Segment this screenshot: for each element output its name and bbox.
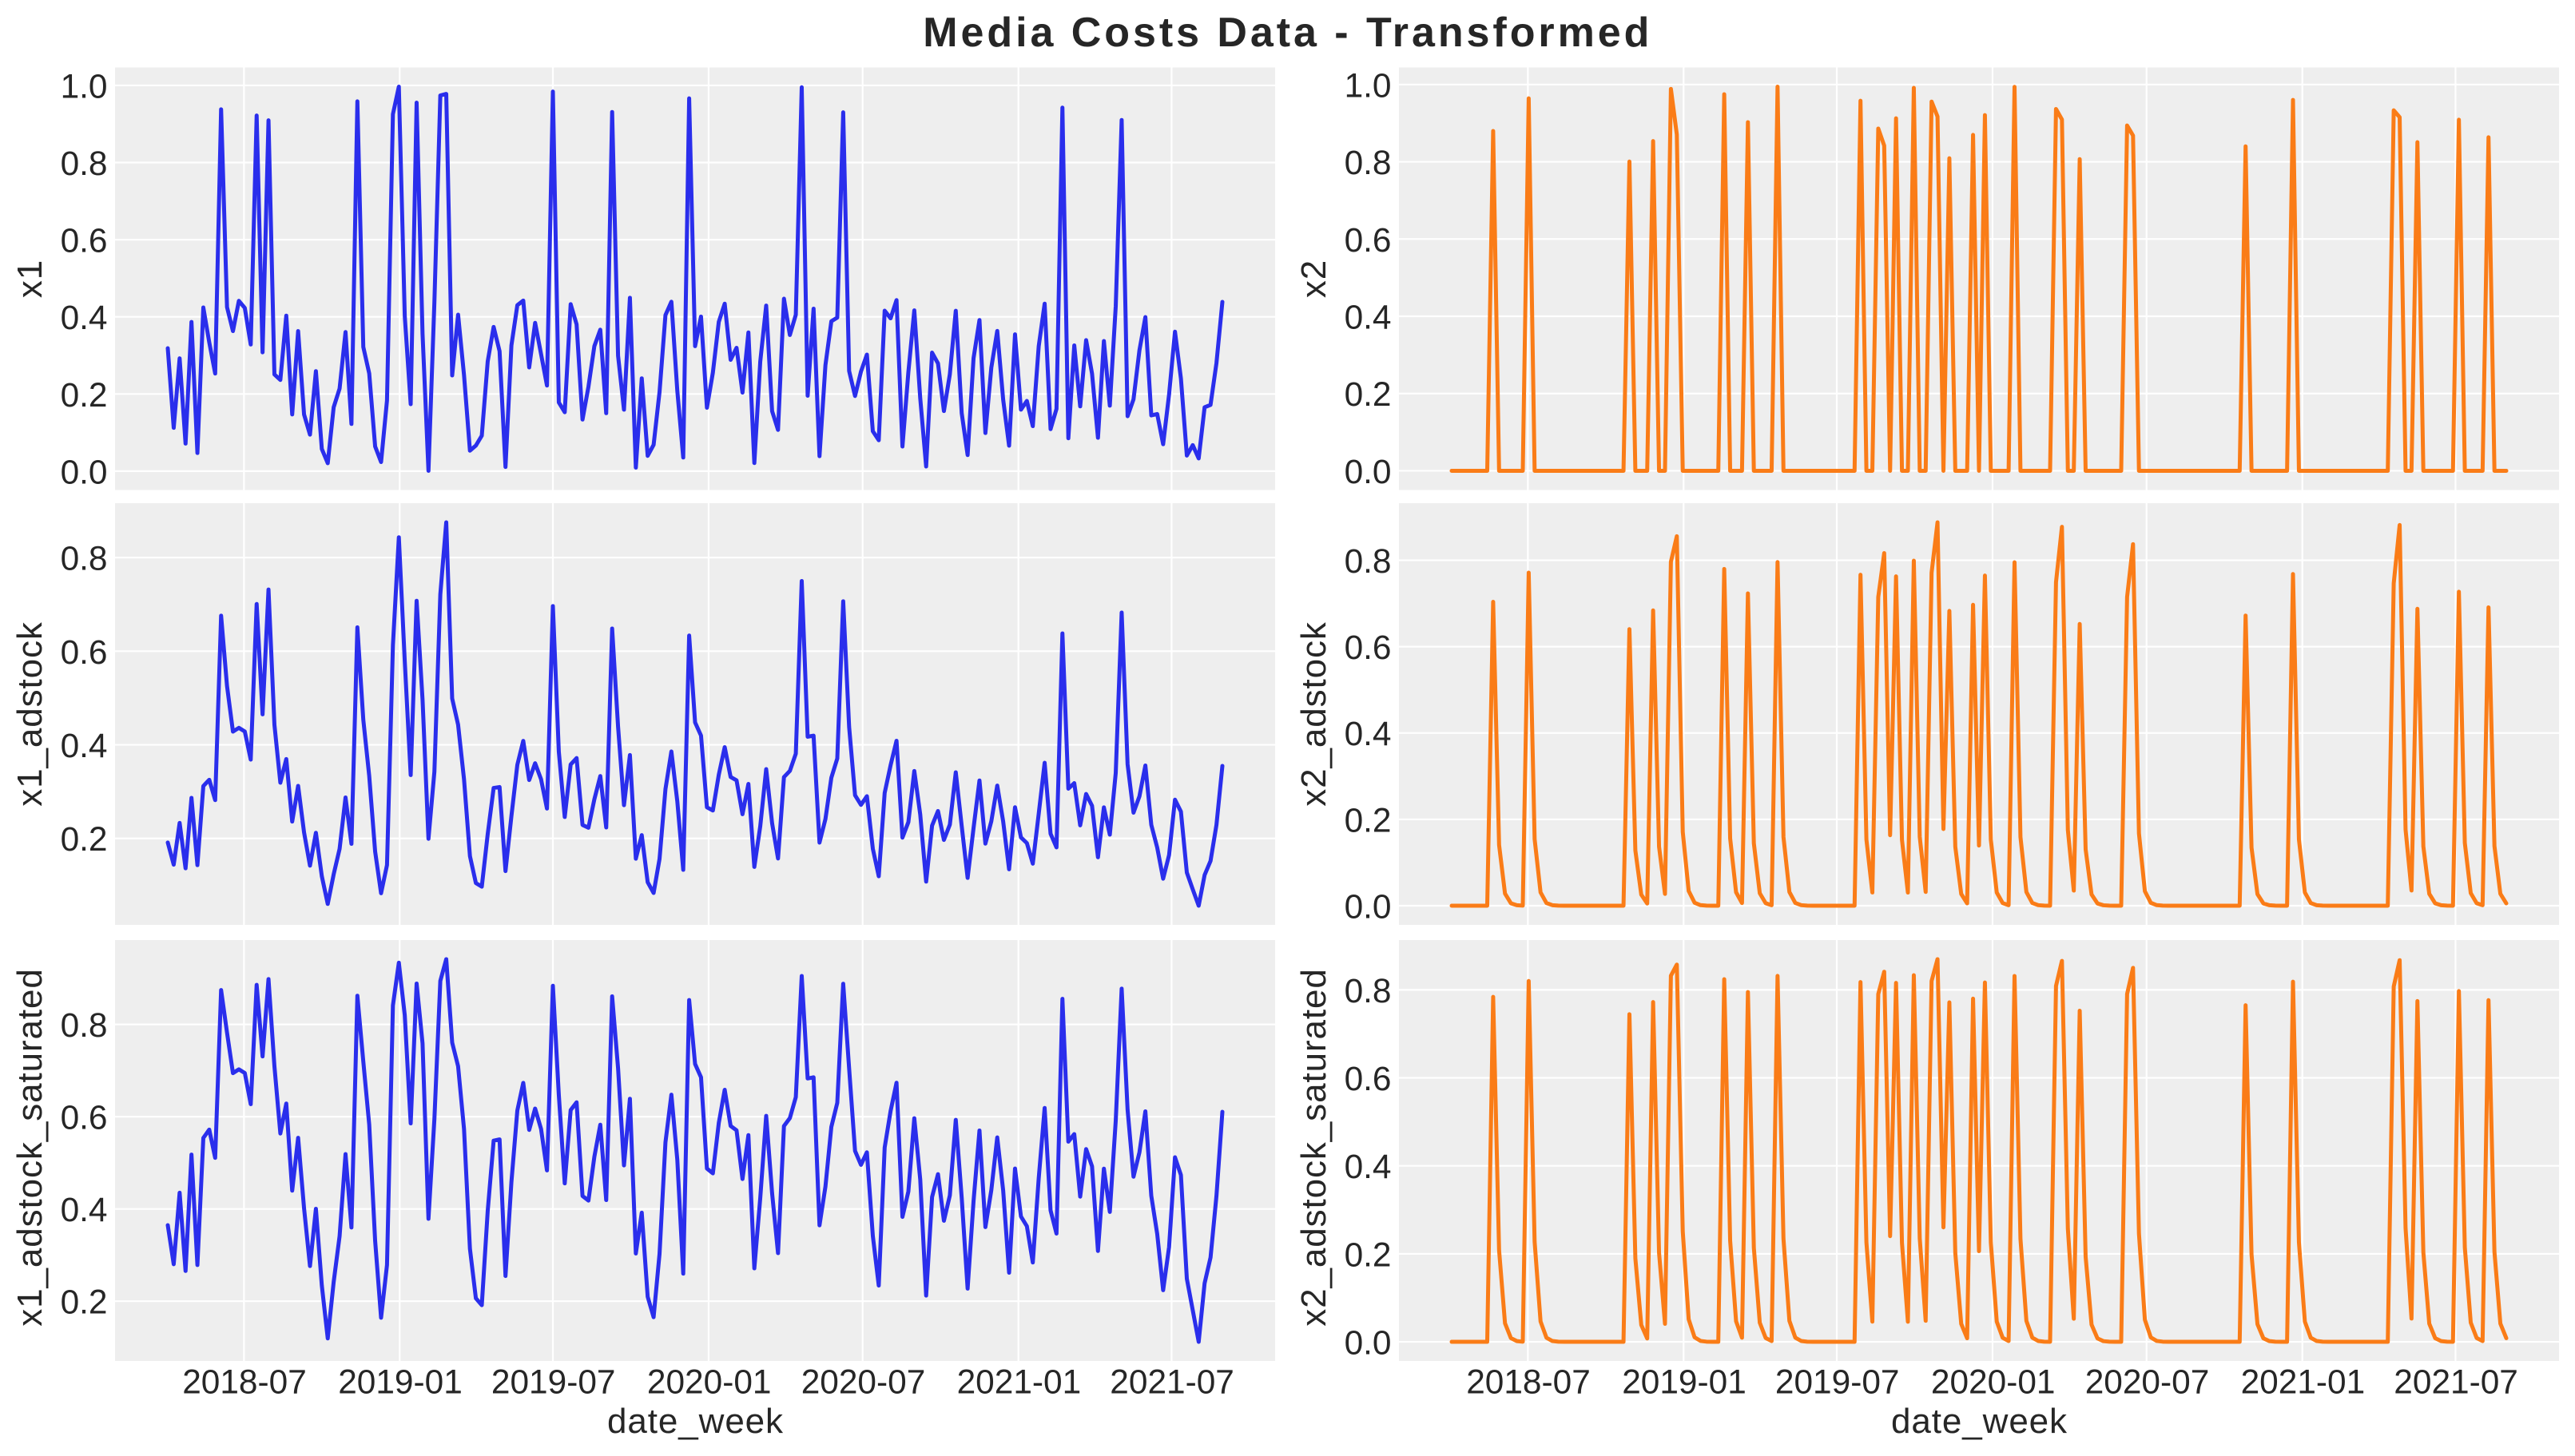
svg-text:0.2: 0.2 [61, 820, 108, 858]
svg-text:2021-01: 2021-01 [957, 1363, 1082, 1400]
svg-text:0.4: 0.4 [61, 727, 108, 764]
svg-text:2019-07: 2019-07 [1775, 1363, 1900, 1400]
svg-text:2021-07: 2021-07 [1110, 1363, 1234, 1400]
svg-text:x2_adstock_saturated: x2_adstock_saturated [1294, 968, 1333, 1327]
svg-text:Media Costs Data - Transformed: Media Costs Data - Transformed [923, 10, 1652, 56]
svg-text:0.4: 0.4 [1345, 715, 1392, 752]
svg-text:0.8: 0.8 [1345, 144, 1392, 181]
svg-text:0.6: 0.6 [1345, 221, 1392, 259]
svg-text:0.4: 0.4 [61, 299, 108, 336]
svg-text:0.6: 0.6 [61, 222, 108, 260]
svg-text:2021-07: 2021-07 [2394, 1363, 2518, 1400]
svg-text:1.0: 1.0 [61, 67, 108, 105]
svg-text:0.2: 0.2 [1345, 801, 1392, 839]
svg-text:0.4: 0.4 [1345, 299, 1392, 336]
svg-text:date_week: date_week [1891, 1402, 2068, 1441]
svg-text:0.2: 0.2 [1345, 375, 1392, 413]
svg-text:2019-01: 2019-01 [338, 1363, 463, 1400]
svg-text:0.8: 0.8 [61, 540, 108, 577]
svg-text:0.0: 0.0 [1345, 453, 1392, 490]
svg-text:0.6: 0.6 [61, 633, 108, 671]
svg-text:2020-07: 2020-07 [801, 1363, 926, 1400]
svg-text:2018-07: 2018-07 [1466, 1363, 1591, 1400]
svg-text:0.8: 0.8 [61, 1006, 108, 1044]
svg-text:2020-07: 2020-07 [2085, 1363, 2210, 1400]
svg-text:x2_adstock: x2_adstock [1294, 621, 1333, 807]
svg-text:0.8: 0.8 [1345, 972, 1392, 1010]
svg-text:0.4: 0.4 [1345, 1148, 1392, 1185]
svg-text:0.2: 0.2 [61, 1283, 108, 1321]
svg-text:0.0: 0.0 [1345, 888, 1392, 926]
svg-text:date_week: date_week [607, 1402, 784, 1441]
svg-text:1.0: 1.0 [1345, 66, 1392, 104]
svg-text:2021-01: 2021-01 [2241, 1363, 2366, 1400]
svg-text:x1_adstock_saturated: x1_adstock_saturated [10, 968, 50, 1327]
svg-text:x2: x2 [1294, 260, 1333, 298]
svg-text:0.0: 0.0 [61, 453, 108, 490]
svg-text:0.8: 0.8 [1345, 542, 1392, 580]
svg-text:x1_adstock: x1_adstock [10, 621, 50, 807]
svg-text:0.0: 0.0 [1345, 1324, 1392, 1362]
svg-text:0.4: 0.4 [61, 1191, 108, 1228]
svg-text:0.6: 0.6 [61, 1099, 108, 1137]
svg-text:2019-01: 2019-01 [1622, 1363, 1746, 1400]
svg-text:2019-07: 2019-07 [491, 1363, 616, 1400]
svg-text:2018-07: 2018-07 [182, 1363, 307, 1400]
svg-text:0.6: 0.6 [1345, 629, 1392, 666]
svg-text:2020-01: 2020-01 [1931, 1363, 2056, 1400]
svg-text:0.8: 0.8 [61, 145, 108, 182]
svg-text:0.6: 0.6 [1345, 1060, 1392, 1097]
svg-text:0.2: 0.2 [1345, 1236, 1392, 1273]
svg-text:0.2: 0.2 [61, 376, 108, 414]
svg-text:2020-01: 2020-01 [647, 1363, 772, 1400]
svg-text:x1: x1 [10, 260, 50, 298]
